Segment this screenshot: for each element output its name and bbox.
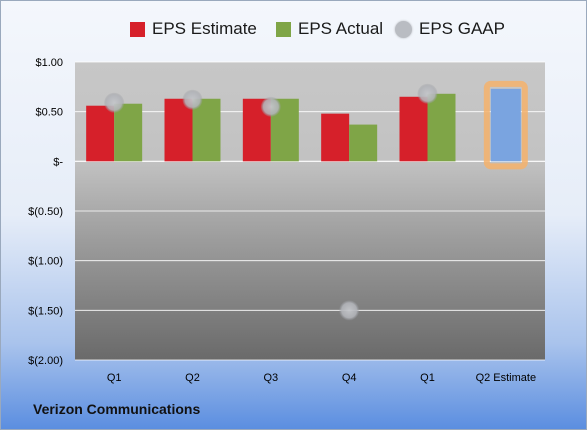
legend-label-eps-estimate: EPS Estimate: [152, 19, 257, 38]
x-tick-label: Q1: [420, 372, 435, 384]
legend-swatch-eps-actual: [276, 21, 291, 37]
bar-eps-actual: [114, 103, 143, 162]
x-axis-ticks: Q1 Q2 Q3 Q4 Q1 Q2 Estimate: [107, 372, 536, 384]
bar-eps-estimate: [164, 98, 193, 162]
y-axis-ticks: $(2.00) $(1.50) $(1.00) $(0.50) $- $0.50 $1.00: [28, 57, 63, 367]
bar-eps-actual: [349, 124, 378, 162]
legend-item-eps-actual: EPS Actual: [276, 14, 383, 44]
y-tick-label: $0.50: [35, 107, 63, 119]
bar-eps-actual: [427, 93, 456, 162]
x-tick-label: Q3: [263, 372, 278, 384]
bars: [86, 80, 528, 170]
legend-label-eps-gaap: EPS GAAP: [419, 19, 505, 38]
legend-item-eps-estimate: EPS Estimate: [130, 14, 257, 44]
legend-marker-eps-gaap: [395, 20, 412, 38]
bar-eps-estimate: [321, 113, 350, 162]
marker-eps-gaap: [417, 83, 438, 104]
bar-eps-estimate: [399, 96, 428, 162]
y-tick-label: $-: [53, 156, 63, 168]
marker-eps-gaap: [339, 300, 360, 321]
legend: EPS Estimate EPS Actual EPS GAAP: [0, 14, 587, 44]
y-tick-label: $(0.50): [28, 206, 63, 218]
bar-q2-estimate: [490, 88, 521, 162]
x-tick-label: Q4: [342, 372, 357, 384]
y-tick-label: $(1.00): [28, 256, 63, 268]
legend-label-eps-actual: EPS Actual: [298, 19, 384, 38]
marker-eps-gaap: [260, 96, 281, 117]
bar-eps-estimate: [86, 105, 115, 162]
gridlines: [75, 61, 545, 361]
x-tick-label: Q2 Estimate: [476, 372, 537, 384]
y-tick-label: $(1.50): [28, 305, 63, 317]
x-tick-label: Q1: [107, 372, 122, 384]
legend-swatch-eps-estimate: [130, 21, 145, 37]
legend-item-eps-gaap: EPS GAAP: [395, 14, 505, 44]
marker-eps-gaap: [104, 92, 125, 113]
forecast-highlight: [483, 80, 528, 170]
x-tick-label: Q2: [185, 372, 200, 384]
gaap-markers: [104, 83, 438, 321]
y-tick-label: $(2.00): [28, 355, 63, 367]
company-name: Verizon Communications: [33, 401, 201, 417]
y-tick-label: $1.00: [35, 57, 63, 69]
marker-eps-gaap: [182, 89, 203, 110]
bar-eps-actual: [192, 98, 221, 162]
